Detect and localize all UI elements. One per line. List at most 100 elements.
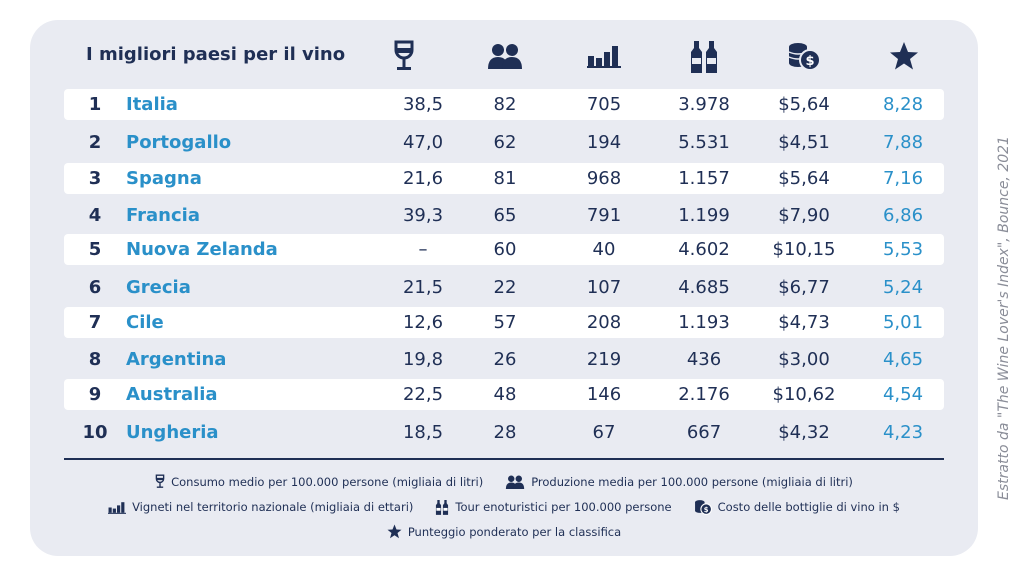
costo-value: $7,90 [778, 205, 830, 226]
punteggio-value: 4,23 [882, 422, 924, 443]
rank: 4 [88, 205, 102, 226]
consumo-value: 19,8 [402, 349, 444, 370]
punteggio-value: 5,01 [882, 312, 924, 333]
country-name: Portogallo [126, 132, 232, 153]
rank: 5 [88, 239, 102, 260]
table-row: 4 Francia 39,3 65 791 1.199 $7,90 6,86 [64, 200, 944, 231]
legend-row-2: Vigneti nel territorio nazionale (miglia… [64, 499, 944, 515]
vigneti-value: 194 [586, 132, 622, 153]
vigneti-value: 219 [586, 349, 622, 370]
consumo-value: 21,6 [402, 168, 444, 189]
rank: 8 [88, 349, 102, 370]
bottles-icon [436, 500, 449, 515]
produzione-value: 62 [493, 132, 517, 153]
rank: 9 [88, 384, 102, 405]
produzione-value: 22 [493, 277, 517, 298]
consumo-value: 47,0 [402, 132, 444, 153]
country-name: Francia [126, 205, 200, 226]
legend-item-produzione: Produzione media per 100.000 persone (mi… [505, 475, 853, 489]
legend-item-tour: Tour enoturistici per 100.000 persone [435, 499, 672, 515]
costo-value: $10,15 [772, 239, 836, 260]
bar-chart-icon [108, 501, 127, 514]
tour-value: 1.199 [678, 205, 730, 226]
rank: 1 [88, 94, 102, 115]
costo-value: $10,62 [772, 384, 836, 405]
punteggio-value: 8,28 [882, 94, 924, 115]
source-caption: Estratto da "The Wine Lover's Index", Bo… [996, 136, 1012, 500]
legend-label: Consumo medio per 100.000 persone (migli… [171, 474, 484, 489]
country-name: Italia [126, 94, 178, 115]
legend-label: Costo delle bottiglie di vino in $ [717, 500, 900, 514]
coins-icon: $ [786, 40, 822, 72]
legend-label: Tour enoturistici per 100.000 persone [455, 500, 672, 514]
table-row: 2 Portogallo 47,0 62 194 5.531 $4,51 7,8… [64, 127, 944, 158]
legend-label: Vigneti nel territorio nazionale (miglia… [132, 500, 414, 514]
consumo-value: 22,5 [402, 384, 444, 405]
legend-item-consumo: Consumo medio per 100.000 persone (migli… [155, 474, 483, 489]
punteggio-value: 4,65 [882, 349, 924, 370]
country-name: Spagna [126, 168, 202, 189]
punteggio-value: 7,88 [882, 132, 924, 153]
vigneti-value: 208 [586, 312, 622, 333]
produzione-value: 28 [493, 422, 517, 443]
tour-value: 4.602 [678, 239, 730, 260]
rank: 10 [82, 422, 108, 443]
produzione-value: 48 [493, 384, 517, 405]
tour-value: 436 [686, 349, 722, 370]
consumo-value: 39,3 [402, 205, 444, 226]
table-row: 3 Spagna 21,6 81 968 1.157 $5,64 7,16 [64, 163, 944, 194]
consumo-value: 12,6 [402, 312, 444, 333]
costo-value: $4,51 [778, 132, 830, 153]
vigneti-value: 968 [586, 168, 622, 189]
svg-text:$: $ [805, 54, 814, 69]
country-name: Ungheria [126, 422, 219, 443]
wine-glass-icon [155, 474, 165, 488]
bar-chart-icon [586, 40, 622, 72]
vigneti-value: 705 [586, 94, 622, 115]
produzione-value: 81 [493, 168, 517, 189]
table-row: 9 Australia 22,5 48 146 2.176 $10,62 4,5… [64, 379, 944, 410]
punteggio-value: 5,24 [882, 277, 924, 298]
tour-value: 5.531 [678, 132, 730, 153]
punteggio-value: 6,86 [882, 205, 924, 226]
tour-value: 4.685 [678, 277, 730, 298]
produzione-value: 26 [493, 349, 517, 370]
table-title: I migliori paesi per il vino [86, 44, 346, 65]
produzione-value: 60 [493, 239, 517, 260]
vigneti-value: 40 [592, 239, 616, 260]
table-row: 1 Italia 38,5 82 705 3.978 $5,64 8,28 [64, 89, 944, 120]
consumo-value: 38,5 [402, 94, 444, 115]
tour-value: 1.193 [678, 312, 730, 333]
legend-item-costo: $ Costo delle bottiglie di vino in $ [694, 499, 900, 515]
country-name: Cile [126, 312, 164, 333]
tour-value: 667 [686, 422, 722, 443]
tour-value: 1.157 [678, 168, 730, 189]
table-row: 6 Grecia 21,5 22 107 4.685 $6,77 5,24 [64, 272, 944, 303]
produzione-value: 82 [493, 94, 517, 115]
legend-row-1: Consumo medio per 100.000 persone (migli… [64, 474, 944, 489]
people-icon [506, 475, 525, 489]
country-name: Nuova Zelanda [126, 239, 278, 260]
country-name: Australia [126, 384, 218, 405]
country-name: Grecia [126, 277, 191, 298]
costo-value: $4,32 [778, 422, 830, 443]
vigneti-value: 791 [586, 205, 622, 226]
punteggio-value: 5,53 [882, 239, 924, 260]
costo-value: $6,77 [778, 277, 830, 298]
table-row: 5 Nuova Zelanda – 60 40 4.602 $10,15 5,5… [64, 234, 944, 265]
punteggio-value: 7,16 [882, 168, 924, 189]
table-row: 7 Cile 12,6 57 208 1.193 $4,73 5,01 [64, 307, 944, 338]
vigneti-value: 107 [586, 277, 622, 298]
people-icon [487, 40, 523, 72]
produzione-value: 57 [493, 312, 517, 333]
rank: 2 [88, 132, 102, 153]
table-row: 8 Argentina 19,8 26 219 436 $3,00 4,65 [64, 344, 944, 375]
rank: 7 [88, 312, 102, 333]
costo-value: $5,64 [778, 94, 830, 115]
consumo-value: 18,5 [402, 422, 444, 443]
country-name: Argentina [126, 349, 227, 370]
star-icon [886, 40, 922, 72]
consumo-value: 21,5 [402, 277, 444, 298]
legend-row-3: Punteggio ponderato per la classifica [64, 524, 944, 539]
coins-icon: $ [694, 500, 712, 515]
